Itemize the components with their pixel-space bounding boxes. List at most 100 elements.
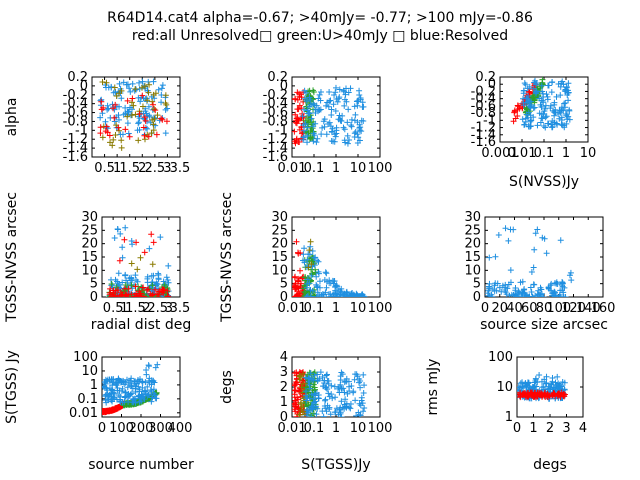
data-point-red [164, 293, 171, 297]
data-point-blue [111, 106, 118, 113]
data-point-red [160, 289, 167, 296]
x-axis-label: S(NVSS)Jy [509, 174, 579, 190]
data-point-blue [159, 82, 166, 89]
data-point-blue [519, 379, 526, 386]
data-point-blue [119, 279, 126, 286]
data-point-red [293, 238, 300, 245]
data-point-red [546, 393, 553, 400]
data-point-blue [351, 103, 358, 110]
x-axis-label: source size arcsec [480, 317, 608, 333]
data-point-blue [320, 291, 327, 297]
data-point-blue [122, 389, 129, 396]
data-point-red [294, 249, 301, 256]
data-point-blue [155, 271, 162, 278]
data-point-red [511, 109, 518, 116]
data-point-blue [305, 379, 312, 386]
data-point-blue [539, 115, 546, 122]
plot-frame [91, 76, 181, 158]
x-tick-label: 1 [120, 301, 128, 316]
y-tick-label: 5 [473, 277, 481, 292]
data-point-blue [301, 95, 308, 102]
data-point-red [292, 96, 299, 103]
data-point-red [145, 133, 152, 140]
data-point-blue [129, 80, 136, 87]
data-point-red [297, 267, 304, 274]
data-point-blue [521, 80, 528, 87]
data-point-blue [165, 262, 172, 269]
data-point-blue [116, 398, 123, 405]
data-point-blue [549, 386, 556, 393]
data-point-blue [114, 280, 121, 287]
data-point-red [145, 286, 152, 293]
markers-p3 [510, 77, 573, 131]
x-tick-label: 0.01 [508, 146, 537, 161]
data-point-blue [536, 371, 543, 378]
data-point-green [310, 88, 317, 95]
data-point-blue [134, 127, 141, 134]
data-point-blue [556, 115, 563, 122]
markers-p4 [105, 224, 172, 297]
data-point-blue [559, 287, 566, 294]
data-point-blue [111, 395, 118, 402]
data-point-blue [540, 122, 547, 129]
data-point-blue [329, 395, 336, 402]
y-tick-label: 5 [280, 277, 288, 292]
data-point-blue [132, 388, 139, 395]
data-point-blue [317, 97, 324, 104]
y-tick-label: 15 [464, 250, 481, 265]
data-point-blue [521, 121, 528, 128]
data-point-blue [515, 288, 522, 295]
x-tick-label: 400 [168, 421, 193, 436]
data-point-red [292, 128, 298, 135]
data-point-red [126, 133, 133, 140]
data-point-blue [114, 387, 121, 394]
x-tick-label: 100 [368, 421, 393, 436]
data-point-red [102, 128, 109, 135]
data-point-blue [122, 224, 129, 231]
data-point-blue [311, 372, 318, 379]
data-point-blue [329, 277, 336, 284]
data-point-red [125, 285, 132, 292]
x-tick-label: 100 [368, 301, 393, 316]
data-point-blue [542, 124, 549, 131]
y-tick-label: -1.6 [263, 150, 288, 165]
data-point-red [153, 131, 160, 138]
data-point-red [534, 393, 541, 400]
y-axis-label: TGSS-NVSS arcsec [219, 192, 235, 323]
y-tick-label: -0.8 [471, 106, 496, 121]
data-point-red [561, 391, 568, 398]
figure-title-line1: R64D14.cat4 alpha=-0.67; >40mJy= -0.77; … [107, 10, 533, 26]
data-point-blue [348, 123, 355, 130]
data-point-blue [302, 374, 309, 381]
data-point-red [295, 285, 302, 292]
data-point-blue [550, 292, 557, 297]
data-point-red [136, 110, 143, 117]
data-point-blue [344, 132, 351, 139]
data-point-blue [554, 121, 561, 128]
data-point-red [292, 282, 299, 289]
data-point-red [292, 387, 298, 394]
data-point-blue [328, 382, 335, 389]
data-point-red [141, 132, 148, 139]
data-point-blue [137, 98, 144, 105]
data-point-blue [143, 367, 150, 374]
data-point-blue [108, 390, 115, 397]
data-point-blue [545, 285, 552, 292]
data-point-blue [304, 124, 311, 131]
data-point-olive [154, 112, 161, 119]
y-axis-label: alpha [4, 98, 20, 137]
data-point-red [531, 390, 538, 397]
data-point-blue [327, 293, 334, 297]
data-point-blue [127, 88, 134, 95]
data-point-blue [128, 274, 135, 281]
y-tick-label: -1 [483, 113, 496, 128]
data-point-blue [139, 379, 146, 386]
data-point-blue [324, 278, 331, 285]
y-tick-label: 10 [464, 263, 481, 278]
data-point-blue [307, 287, 314, 294]
y-tick-label: -1 [275, 123, 288, 138]
data-point-blue [560, 294, 567, 297]
data-point-blue [522, 380, 529, 387]
y-tick-label: 15 [271, 250, 288, 265]
